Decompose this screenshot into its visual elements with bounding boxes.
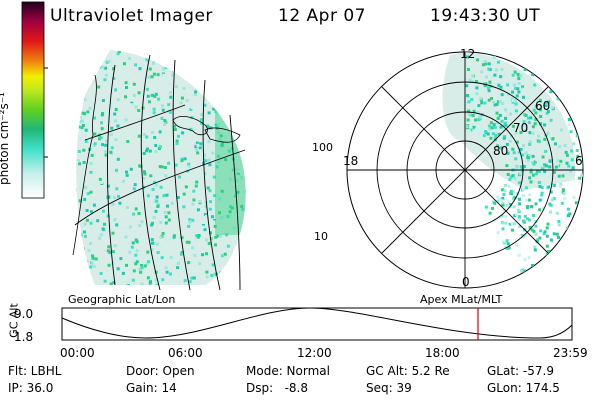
info-seq: Seq: 39 [366, 381, 412, 395]
lat-label-60: 60 [535, 99, 550, 113]
geo-caption: Geographic Lat/Lon [68, 293, 176, 306]
lat-label-70: 70 [513, 121, 528, 135]
mlt-label-6: 6 [575, 154, 583, 168]
ytick-1-8: 1.8 [14, 330, 34, 344]
info-glat: GLat: -57.9 [487, 364, 554, 378]
polar-grid [347, 52, 583, 288]
lat-label-80: 80 [493, 144, 508, 158]
info-ip: IP: 36.0 [8, 381, 54, 395]
image-time: 19:43:30 UT [430, 6, 541, 26]
polar-caption: Apex MLat/MLT [420, 293, 503, 306]
color-scale: photon cm⁻²s⁻¹ [0, 1, 48, 199]
image-date: 12 Apr 07 [278, 6, 366, 26]
colorbar-label: photon cm⁻²s⁻¹ [0, 92, 11, 185]
coastline [72, 74, 241, 256]
polar-plot: 12 0 18 6 60 70 80 [343, 48, 584, 289]
image-title: Ultraviolet Imager [50, 6, 213, 26]
xtick-4: 23:59 [553, 346, 588, 360]
ytick-9: 9.0 [14, 307, 34, 321]
aurora-emission-polar [465, 55, 583, 273]
geographic-image [72, 50, 246, 291]
geo-grid [74, 54, 246, 291]
xtick-1: 06:00 [168, 346, 203, 360]
altitude-plot [61, 307, 573, 341]
colorbar-tick-100: 100 [312, 141, 333, 154]
info-mode: Mode: Normal [246, 364, 330, 378]
info-dsp: Dsp: -8.8 [246, 381, 309, 395]
info-flt: Flt: LBHL [8, 364, 62, 378]
mlt-label-0: 0 [462, 275, 470, 289]
xtick-0: 00:00 [60, 346, 95, 360]
xtick-2: 12:00 [297, 346, 332, 360]
mlt-label-18: 18 [343, 154, 358, 168]
info-gain: Gain: 14 [126, 381, 177, 395]
info-glon: GLon: 174.5 [487, 381, 560, 395]
xtick-3: 18:00 [425, 346, 460, 360]
mlt-label-12: 12 [460, 48, 475, 61]
colorbar-tick-10: 10 [314, 230, 328, 243]
info-door: Door: Open [126, 364, 195, 378]
alt-ylabel: GC Alt [7, 303, 21, 338]
info-gcalt: GC Alt: 5.2 Re [366, 364, 450, 378]
